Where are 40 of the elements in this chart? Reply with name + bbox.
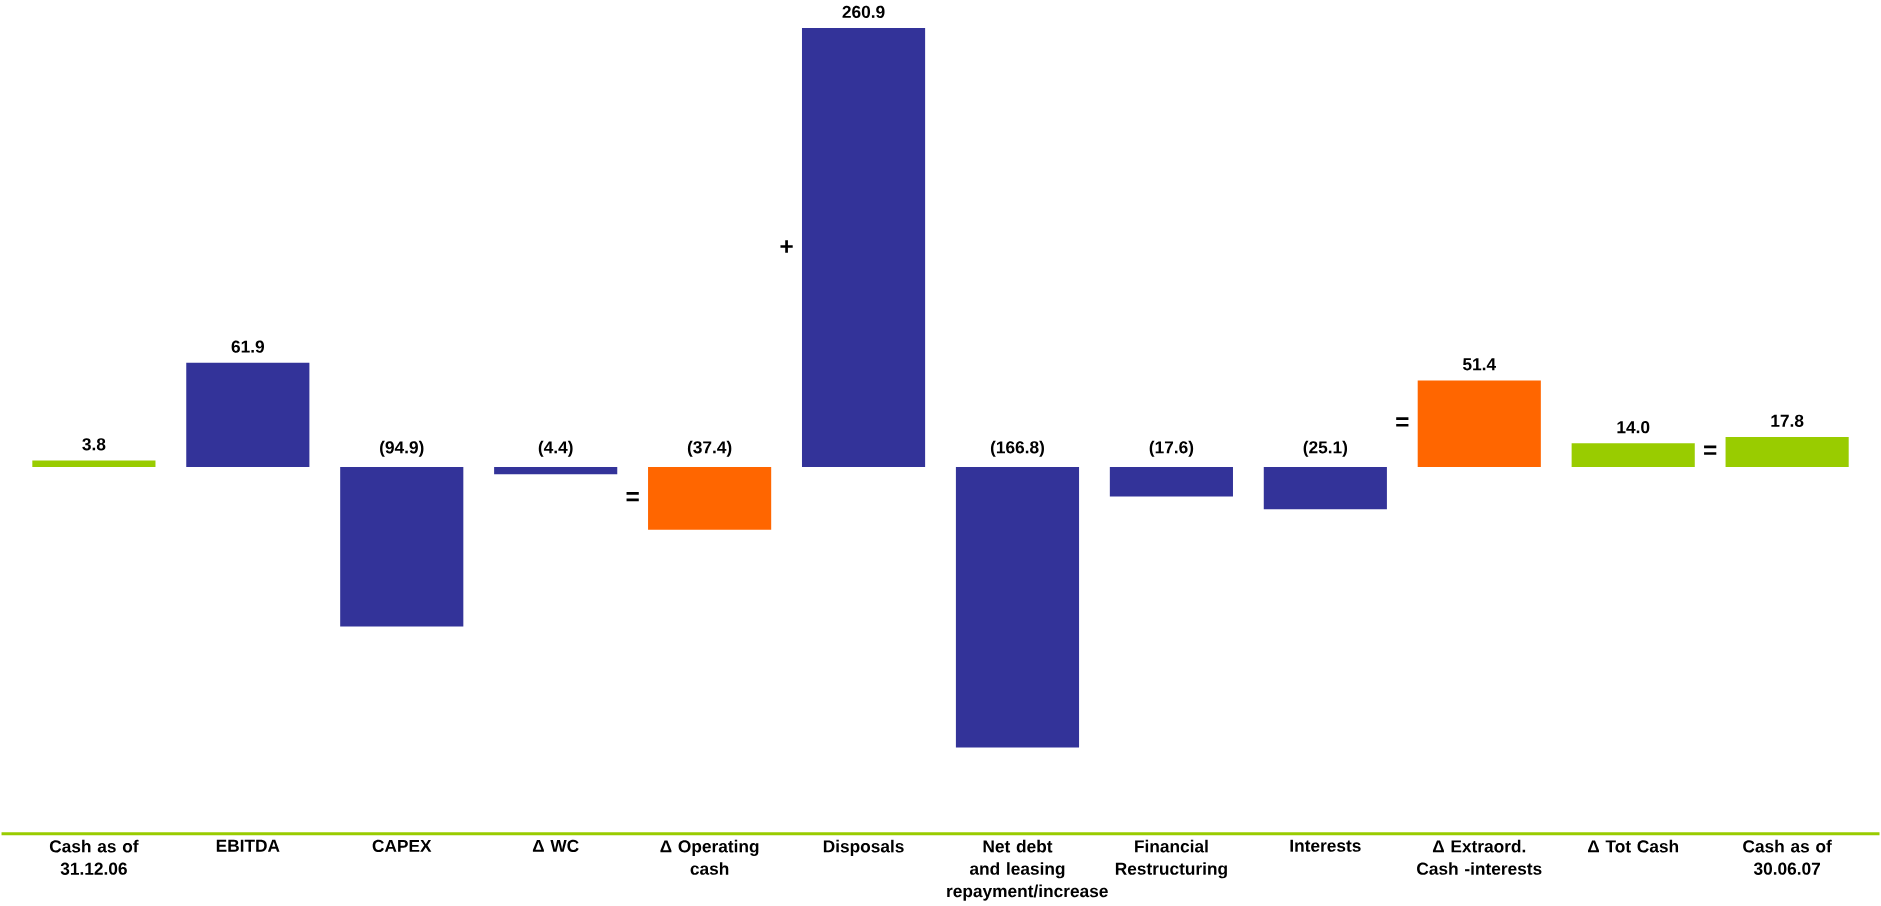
bar <box>494 466 618 475</box>
bar <box>801 27 926 467</box>
data-label: 17.8 <box>1771 414 1804 427</box>
data-label: 260.9 <box>842 5 885 18</box>
bar <box>1725 436 1849 467</box>
x-tick-label: Interests <box>1290 839 1361 852</box>
bar <box>340 466 464 627</box>
x-tick-label: Cash as of 31.12.06 <box>49 839 139 875</box>
data-label: (25.1) <box>1303 440 1348 457</box>
x-tick-label: Δ Tot Cash <box>1588 839 1679 853</box>
annotation: = <box>1704 445 1717 455</box>
annotation: = <box>626 491 639 502</box>
x-tick-label: Disposals <box>823 839 904 856</box>
data-label: 51.4 <box>1462 358 1496 371</box>
annotation: + <box>780 240 793 253</box>
bar <box>1417 380 1541 467</box>
x-tick-label: Cash as of 30.06.07 <box>1743 839 1832 875</box>
x-tick-label: Financial Restructuring <box>1115 839 1227 879</box>
x-tick-label: Δ WC <box>532 839 579 852</box>
data-label: (4.4) <box>538 440 573 457</box>
x-tick-label: CAPEX <box>372 839 432 852</box>
bar <box>1571 443 1695 467</box>
data-label: (37.4) <box>687 440 732 457</box>
data-label: (94.9) <box>380 440 424 457</box>
data-label: (17.6) <box>1149 440 1194 457</box>
bar <box>1109 466 1233 497</box>
bar <box>648 466 772 530</box>
bar <box>1263 466 1387 509</box>
bar <box>955 466 1080 748</box>
x-tick-label: Net debt and leasing repayment/increase <box>947 839 1108 901</box>
data-label: (166.8) <box>990 440 1044 457</box>
data-label: 3.8 <box>82 438 106 451</box>
x-tick-label: EBITDA <box>216 839 280 852</box>
x-tick-label: Δ Operating cash <box>660 839 759 875</box>
annotation: = <box>1396 417 1409 427</box>
bar <box>32 460 156 467</box>
bar <box>186 362 310 467</box>
data-label: 61.9 <box>231 340 265 353</box>
data-label: 14.0 <box>1617 420 1650 434</box>
x-tick-label: Δ Extraord. Cash -interests <box>1417 839 1542 875</box>
